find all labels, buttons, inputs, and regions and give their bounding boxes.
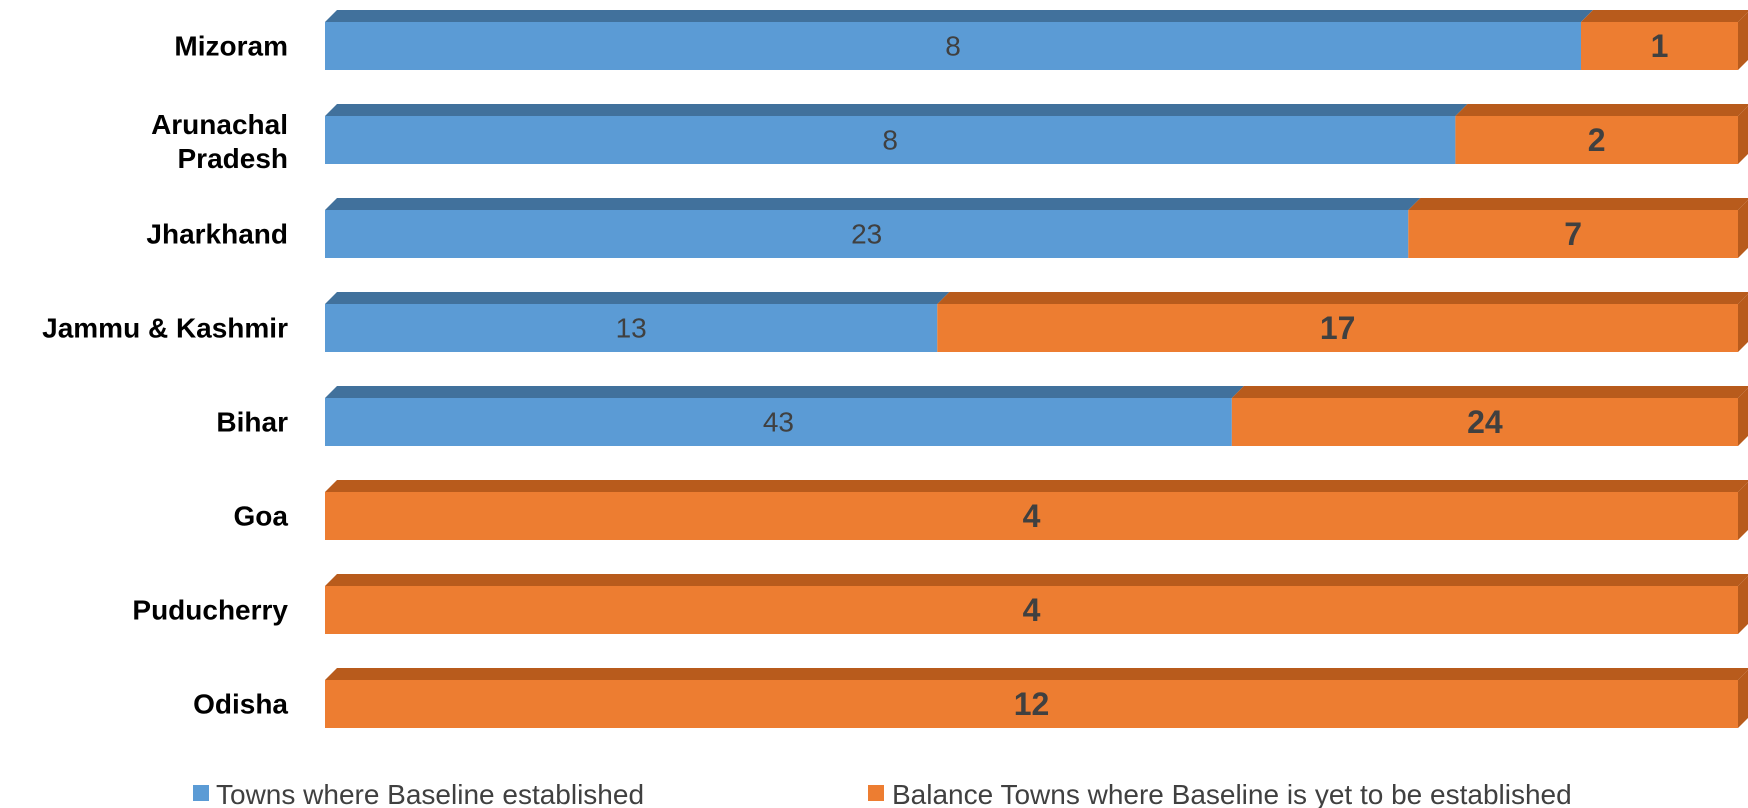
legend-swatch-balance-towns xyxy=(868,785,884,801)
bar-towns-baseline-established-jammu-and-kashmir xyxy=(325,292,950,352)
value-label-towns-baseline-established-jammu-and-kashmir: 13 xyxy=(616,313,647,344)
category-label-puducherry: Puducherry xyxy=(132,595,288,626)
bar-balance-towns-jharkhand-side xyxy=(1738,200,1748,258)
bar-balance-towns-jharkhand-face xyxy=(1408,210,1738,258)
bar-towns-baseline-established-jammu-and-kashmir-face xyxy=(325,304,938,352)
bar-balance-towns-goa-face xyxy=(325,492,1738,540)
bar-balance-towns-arunachal-pradesh xyxy=(1455,104,1748,164)
legend-label-balance-towns: Balance Towns where Baseline is yet to b… xyxy=(892,779,1572,808)
bar-towns-baseline-established-bihar-top xyxy=(325,386,1244,398)
bar-towns-baseline-established-mizoram-top xyxy=(325,10,1593,22)
value-label-balance-towns-mizoram: 1 xyxy=(1651,28,1669,64)
value-label-balance-towns-bihar: 24 xyxy=(1467,404,1503,440)
bar-balance-towns-mizoram-top xyxy=(1581,10,1748,22)
value-label-towns-baseline-established-bihar: 43 xyxy=(763,407,794,438)
category-labels: Mizoram Arunachal Pradesh Jharkhand Jammu & … xyxy=(42,31,288,720)
bar-balance-towns-arunachal-pradesh-side xyxy=(1738,106,1748,164)
category-label-arunachal-pradesh: Arunachal Pradesh xyxy=(151,109,288,174)
bar-towns-baseline-established-arunachal-pradesh xyxy=(325,104,1468,164)
bar-towns-baseline-established-bihar xyxy=(325,386,1244,446)
bar-towns-baseline-established-jharkhand xyxy=(325,198,1421,258)
legend-label-towns-baseline-established: Towns where Baseline established xyxy=(216,779,644,808)
bar-towns-baseline-established-jharkhand-face xyxy=(325,210,1409,258)
bar-towns-baseline-established-mizoram xyxy=(325,10,1593,70)
bar-balance-towns-jammu-and-kashmir-side xyxy=(1738,294,1748,352)
category-label-jharkhand: Jharkhand xyxy=(146,219,288,250)
value-label-towns-baseline-established-mizoram: 8 xyxy=(945,31,961,62)
bar-balance-towns-goa-top xyxy=(325,480,1748,492)
bar-balance-towns-mizoram-face xyxy=(1581,22,1738,70)
bar-balance-towns-puducherry-top xyxy=(325,574,1748,586)
value-label-towns-baseline-established-arunachal-pradesh: 8 xyxy=(882,125,898,156)
value-label-balance-towns-jharkhand: 7 xyxy=(1564,216,1582,252)
bar-balance-towns-odisha-side xyxy=(1738,670,1748,728)
bar-balance-towns-odisha-face xyxy=(325,680,1738,728)
bar-towns-baseline-established-jharkhand-top xyxy=(325,198,1421,210)
category-label-mizoram: Mizoram xyxy=(174,31,288,62)
bar-balance-towns-bihar-top xyxy=(1231,386,1748,398)
bar-balance-towns-bihar-side xyxy=(1738,388,1748,446)
category-label-bihar: Bihar xyxy=(216,407,288,438)
bar-balance-towns-odisha xyxy=(325,668,1748,728)
value-label-balance-towns-arunachal-pradesh: 2 xyxy=(1588,122,1606,158)
legend: Towns where Baseline established Balance… xyxy=(193,779,1572,808)
bar-towns-baseline-established-jammu-and-kashmir-top xyxy=(325,292,950,304)
bar-balance-towns-jharkhand xyxy=(1408,198,1748,258)
bar-towns-baseline-established-arunachal-pradesh-top xyxy=(325,104,1468,116)
bar-towns-baseline-established-bihar-face xyxy=(325,398,1232,446)
bar-balance-towns-goa xyxy=(325,480,1748,540)
value-label-balance-towns-odisha: 12 xyxy=(1014,686,1050,722)
bar-balance-towns-arunachal-pradesh-top xyxy=(1455,104,1748,116)
category-label-goa: Goa xyxy=(234,501,289,532)
bar-balance-towns-jammu-and-kashmir-top xyxy=(937,292,1748,304)
bar-balance-towns-odisha-top xyxy=(325,668,1748,680)
bar-balance-towns-puducherry xyxy=(325,574,1748,634)
bar-balance-towns-puducherry-face xyxy=(325,586,1738,634)
bar-balance-towns-goa-side xyxy=(1738,482,1748,540)
bar-balance-towns-jammu-and-kashmir xyxy=(937,292,1748,352)
bar-balance-towns-mizoram xyxy=(1581,10,1748,70)
value-label-balance-towns-jammu-and-kashmir: 17 xyxy=(1320,310,1356,346)
bar-balance-towns-arunachal-pradesh-face xyxy=(1455,116,1738,164)
bar-balance-towns-mizoram-side xyxy=(1738,12,1748,70)
bar-balance-towns-jharkhand-top xyxy=(1408,198,1748,210)
category-label-jammu-and-kashmir: Jammu & Kashmir xyxy=(42,313,288,344)
bar-balance-towns-bihar xyxy=(1231,386,1748,446)
bar-towns-baseline-established-arunachal-pradesh-face xyxy=(325,116,1456,164)
value-label-balance-towns-puducherry: 4 xyxy=(1023,592,1041,628)
bar-towns-baseline-established-mizoram-face xyxy=(325,22,1581,70)
bar-balance-towns-jammu-and-kashmir-face xyxy=(937,304,1738,352)
bars-group: 8 1 8 2 23 7 13 17 43 24 4 4 12 xyxy=(325,10,1748,728)
category-label-odisha: Odisha xyxy=(193,689,288,720)
value-label-towns-baseline-established-jharkhand: 23 xyxy=(851,219,882,250)
value-label-balance-towns-goa: 4 xyxy=(1023,498,1041,534)
bar-balance-towns-bihar-face xyxy=(1231,398,1738,446)
legend-swatch-towns-baseline-established xyxy=(193,785,209,801)
bar-balance-towns-puducherry-side xyxy=(1738,576,1748,634)
